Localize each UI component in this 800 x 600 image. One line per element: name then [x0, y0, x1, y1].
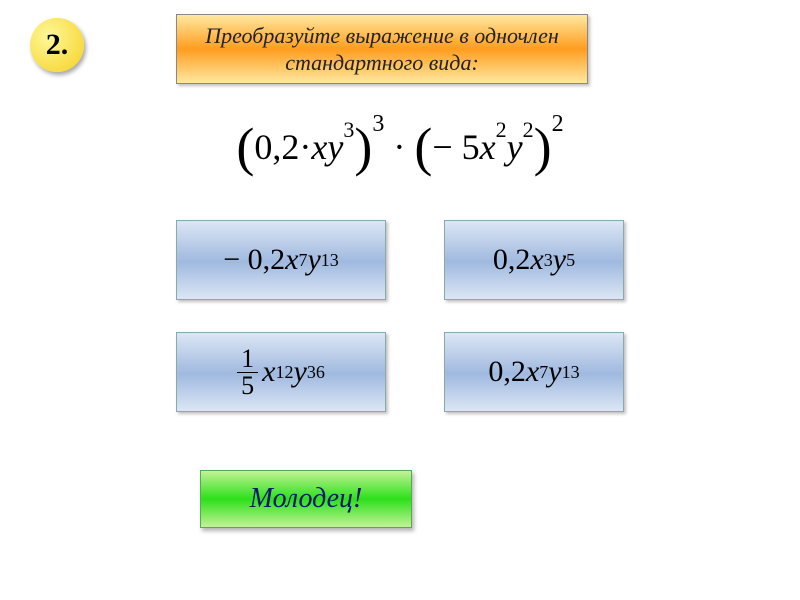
expr-p1-outer-exp: 3	[372, 111, 384, 137]
a2-e2: 5	[566, 250, 575, 271]
expr-p2-e1: 2	[496, 117, 507, 142]
a3-den: 5	[237, 373, 258, 399]
title-text: Преобразуйте выражение в одночлен станда…	[177, 22, 587, 77]
answer-option-1[interactable]: − 0,2x7y13	[176, 220, 386, 300]
answers-grid: − 0,2x7y13 0,2x3y5 1 5 x12y36 0,2x7y13	[0, 220, 800, 412]
a1-e2: 13	[321, 250, 339, 271]
expr-p2-v1: x	[480, 127, 496, 167]
question-number-badge: 2.	[30, 18, 84, 72]
a3-e1: 12	[276, 362, 294, 383]
expr-p1-var: xy	[311, 127, 343, 167]
main-expression: (0,2·xy3)3 · (− 5x2y2)2	[0, 110, 800, 172]
expr-dot: ·	[384, 127, 414, 167]
title-banner: Преобразуйте выражение в одночлен станда…	[176, 14, 588, 84]
answer-option-3[interactable]: 1 5 x12y36	[176, 332, 386, 412]
expr-p1-coef: 0,2·	[254, 127, 311, 167]
expr-p1-exp: 3	[343, 117, 354, 142]
a1-v1: x	[285, 243, 298, 277]
a3-num: 1	[237, 346, 258, 373]
answer-option-4[interactable]: 0,2x7y13	[444, 332, 624, 412]
a4-e1: 7	[539, 362, 548, 383]
feedback-banner: Молодец!	[200, 470, 412, 528]
a2-e1: 3	[544, 250, 553, 271]
a4-prefix: 0,2	[488, 355, 526, 389]
close-paren-1: )	[354, 117, 372, 177]
expr-p2-outer-exp: 2	[552, 111, 564, 137]
answer-option-2[interactable]: 0,2x3y5	[444, 220, 624, 300]
a3-e2: 36	[307, 362, 325, 383]
expr-p2-v2: y	[507, 127, 523, 167]
feedback-text: Молодец!	[250, 483, 363, 515]
a2-v2: y	[553, 243, 566, 277]
a4-v2: y	[548, 355, 561, 389]
a4-v1: x	[526, 355, 539, 389]
a4-e2: 13	[562, 362, 580, 383]
a3-fraction: 1 5	[237, 346, 258, 399]
open-paren-2: (	[414, 117, 432, 177]
a3-v1: x	[262, 355, 275, 389]
a1-prefix: − 0,2	[223, 243, 285, 277]
a3-v2: y	[294, 355, 307, 389]
close-paren-2: )	[534, 117, 552, 177]
question-number: 2.	[46, 28, 69, 62]
a2-v1: x	[530, 243, 543, 277]
expr-p2-coef: − 5	[432, 127, 479, 167]
open-paren-1: (	[236, 117, 254, 177]
expr-p2-e2: 2	[523, 117, 534, 142]
a2-prefix: 0,2	[493, 243, 531, 277]
a1-v2: y	[307, 243, 320, 277]
